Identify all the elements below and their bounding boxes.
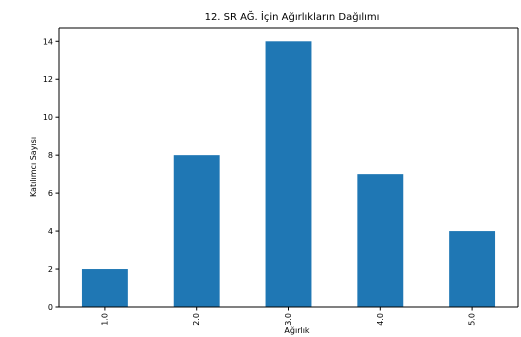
bar-3.0 bbox=[265, 41, 312, 307]
bar-1.0 bbox=[81, 269, 128, 307]
bar-5.0 bbox=[449, 231, 496, 307]
y-tick-label: 4 bbox=[48, 227, 53, 236]
y-tick-label: 10 bbox=[43, 113, 53, 122]
x-axis-label: Ağırlık bbox=[284, 326, 310, 335]
x-tick-label: 1.0 bbox=[100, 313, 109, 326]
y-tick-label: 12 bbox=[43, 75, 53, 84]
x-ticks-group: 1.0 2.0 3.0 4.0 5.0 bbox=[100, 307, 477, 326]
y-tick-label: 0 bbox=[48, 303, 53, 312]
y-tick-label: 2 bbox=[48, 265, 53, 274]
x-tick-label: 4.0 bbox=[376, 313, 385, 326]
x-tick-label: 3.0 bbox=[284, 313, 293, 326]
bar-4.0 bbox=[357, 174, 404, 307]
y-tick-label: 14 bbox=[43, 37, 53, 46]
bar-2.0 bbox=[173, 155, 220, 307]
x-tick-label: 5.0 bbox=[468, 313, 477, 326]
x-tick-label: 2.0 bbox=[192, 313, 201, 326]
y-axis-label: Katılımcı Sayısı bbox=[29, 137, 38, 197]
bars-group bbox=[81, 41, 496, 307]
y-tick-label: 8 bbox=[48, 151, 53, 160]
y-ticks-group: 0 2 4 6 8 10 12 14 bbox=[43, 37, 59, 312]
chart-title: 12. SR AĞ. İçin Ağırlıkların Dağılımı bbox=[205, 10, 380, 23]
y-tick-label: 6 bbox=[48, 189, 53, 198]
